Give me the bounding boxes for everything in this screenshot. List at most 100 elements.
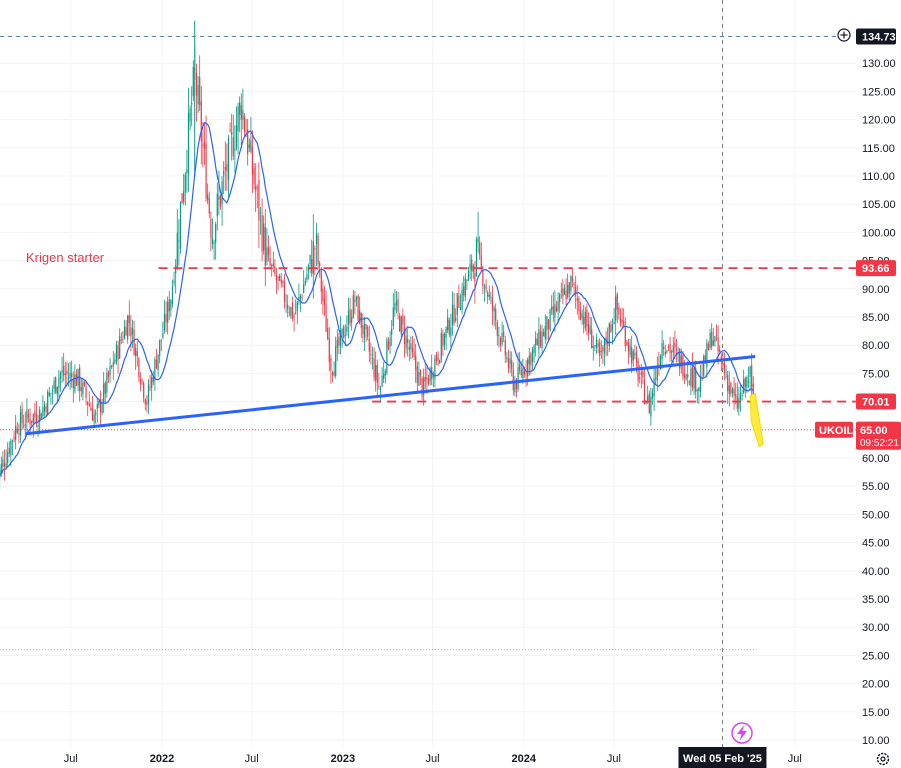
candle-up — [383, 374, 385, 379]
time-tick-label: 2023 — [331, 753, 355, 765]
lightning-icon[interactable] — [731, 722, 753, 744]
candle-up — [671, 351, 673, 353]
candle-down — [578, 298, 580, 311]
candle-down — [373, 358, 375, 378]
candle-down — [13, 437, 15, 439]
symbol-tag-bg — [815, 421, 853, 438]
candle-up — [82, 382, 84, 395]
candle-down — [79, 367, 81, 391]
candle-up — [392, 307, 394, 326]
candle-down — [669, 344, 671, 354]
candle-down — [331, 372, 334, 375]
candle-down — [357, 295, 359, 321]
candle-up — [363, 323, 366, 338]
candle-down — [413, 351, 415, 357]
candle-up — [528, 355, 530, 364]
candle-down — [133, 329, 135, 355]
candle-up — [439, 360, 441, 364]
candle-up — [608, 323, 610, 346]
candle-down — [735, 394, 737, 397]
time-axis[interactable]: Jul 2022 Jul 2023 Jul 2024 Jul Jul Wed 05 Feb '2… — [64, 747, 802, 768]
candle-up — [32, 414, 34, 424]
candle-up — [464, 278, 466, 297]
candle-down — [139, 379, 142, 384]
price-tick-label: 110.00 — [862, 171, 895, 183]
price-tag-bg — [856, 393, 896, 410]
candle-up — [375, 365, 377, 381]
candle-down — [591, 329, 593, 349]
candle-up — [339, 330, 342, 347]
candle-up — [111, 365, 113, 367]
crosshair-plus-icon[interactable] — [837, 28, 851, 42]
settings-gear-icon[interactable] — [876, 752, 890, 766]
candle-down — [610, 324, 612, 333]
candle-down — [471, 259, 473, 271]
candle-up — [272, 263, 274, 267]
candle-up — [661, 342, 663, 359]
candle-down — [104, 382, 106, 394]
candle-down — [648, 393, 650, 414]
time-tick-label: Jul — [788, 753, 802, 765]
candle-up — [106, 372, 108, 393]
candle-down — [399, 315, 401, 332]
candle-down — [448, 319, 450, 335]
candle-up — [554, 304, 556, 318]
candle-down — [80, 387, 82, 392]
candle-up — [355, 296, 358, 300]
candle-up — [611, 324, 614, 331]
candle-down — [264, 227, 266, 266]
candle-up — [469, 263, 471, 270]
price-tag-bg — [856, 260, 896, 277]
price-tag-label: 70.01 — [862, 397, 890, 409]
time-tick-label: 2024 — [512, 753, 537, 765]
candle-up — [506, 357, 508, 359]
time-tick-label: Jul — [64, 753, 78, 765]
candle-up — [170, 300, 172, 311]
candle-down — [117, 345, 119, 360]
candle-down — [253, 167, 255, 185]
candle-down — [3, 463, 6, 467]
candle-down — [576, 298, 578, 301]
candle-down — [72, 378, 74, 389]
candle-up — [26, 409, 28, 423]
support-trendline — [25, 354, 756, 436]
candle-down — [711, 331, 713, 347]
candle-up — [59, 372, 62, 379]
candle-down — [271, 264, 273, 266]
candle-up — [351, 317, 353, 323]
candle-up — [434, 358, 436, 380]
candle-up — [218, 196, 220, 200]
price-tick-label: 60.00 — [862, 453, 890, 465]
candle-down — [491, 297, 494, 311]
candle-down — [152, 377, 154, 383]
candle-up — [746, 377, 748, 389]
price-tick-label: 40.00 — [862, 566, 890, 578]
candle-down — [442, 333, 444, 347]
candle-down — [663, 346, 665, 350]
candle-down — [258, 180, 260, 221]
candle-up — [15, 426, 17, 440]
candle-up — [93, 414, 95, 423]
candle-up — [221, 181, 223, 204]
candle-down — [523, 371, 526, 375]
candle-up — [477, 237, 479, 243]
candle-down — [378, 385, 380, 387]
candle-down — [575, 286, 577, 295]
candle-up — [632, 351, 634, 361]
candle-down — [24, 424, 26, 426]
candle-down — [683, 373, 686, 379]
candle-down — [719, 349, 721, 352]
candle-up — [493, 307, 495, 312]
price-axis[interactable]: 10.00 15.00 20.00 25.00 30.00 35.00 40.00 45.00… — [862, 58, 896, 747]
candle-up — [175, 265, 177, 274]
candle-down — [88, 404, 90, 406]
candle-up — [440, 333, 442, 360]
candle-down — [343, 326, 345, 339]
candle-down — [474, 273, 476, 282]
candle-up — [7, 452, 9, 464]
candle-up — [61, 370, 63, 373]
candle-up — [559, 294, 561, 303]
candle-down — [504, 340, 506, 356]
candle-down — [40, 413, 42, 420]
